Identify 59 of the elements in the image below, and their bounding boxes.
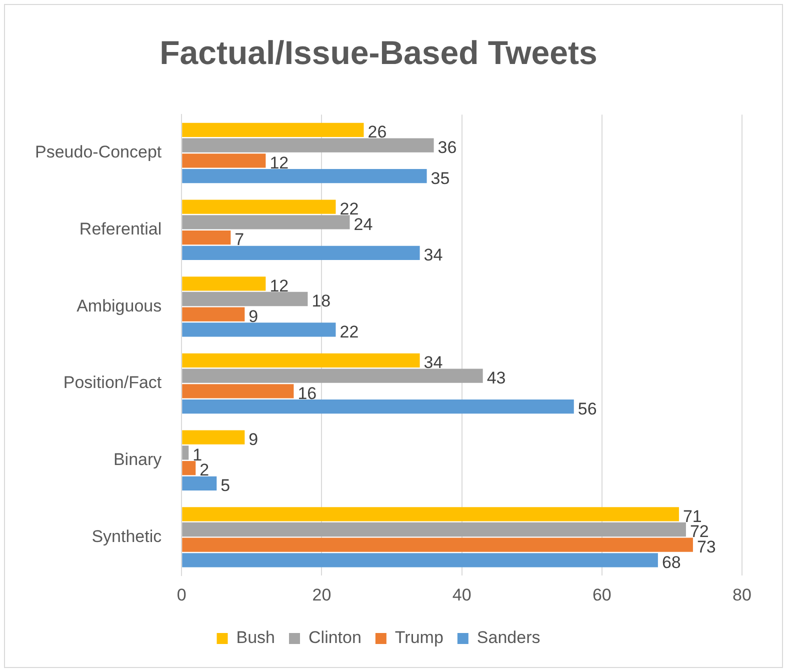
x-tick-label: 0 — [176, 585, 186, 604]
legend-label: Sanders — [476, 628, 540, 648]
y-tick-label: Binary — [113, 450, 162, 470]
data-label: 12 — [270, 276, 289, 296]
y-tick-label: Referential — [79, 220, 162, 239]
bar — [182, 230, 231, 245]
bar — [182, 368, 483, 383]
data-label: 22 — [340, 322, 359, 342]
data-label: 56 — [578, 399, 597, 418]
bar — [182, 507, 679, 522]
bar — [182, 138, 434, 152]
bar — [182, 384, 294, 398]
x-tick-label: 60 — [592, 585, 612, 604]
bar — [182, 460, 196, 476]
data-label: 7 — [234, 230, 244, 250]
bar — [182, 292, 308, 306]
bar — [182, 353, 420, 368]
bar — [182, 154, 266, 168]
legend-label: Bush — [236, 628, 276, 648]
bar — [182, 276, 266, 291]
bar — [182, 322, 336, 337]
data-label: 35 — [430, 168, 450, 188]
chart-title: Factual/Issue-Based Tweets — [160, 34, 598, 71]
bar — [182, 200, 336, 214]
y-tick-label: Ambiguous — [76, 296, 162, 316]
bar — [182, 215, 350, 230]
bar — [182, 522, 686, 537]
bar — [182, 169, 427, 184]
bar — [182, 400, 574, 414]
data-label: 34 — [424, 353, 443, 372]
data-label: 68 — [662, 552, 681, 572]
data-label: 16 — [298, 384, 317, 403]
y-tick-label: Synthetic — [92, 526, 162, 546]
bar — [182, 538, 693, 552]
bar — [182, 430, 245, 444]
data-label: 5 — [220, 476, 230, 496]
legend-label: Trump — [394, 628, 444, 648]
bar — [182, 307, 245, 322]
x-tick-label: 20 — [312, 585, 332, 604]
data-label: 9 — [248, 307, 258, 326]
bar — [182, 476, 217, 490]
x-tick-label: 40 — [452, 585, 472, 604]
y-tick-label: Position/Fact — [63, 373, 162, 392]
bar — [182, 246, 420, 260]
data-label: 43 — [486, 368, 506, 388]
data-label: 18 — [312, 292, 331, 311]
data-label: 12 — [270, 153, 289, 172]
data-label: 2 — [200, 460, 210, 480]
data-label: 26 — [368, 122, 387, 142]
data-label: 1 — [192, 445, 202, 464]
bar — [182, 122, 364, 138]
y-tick-label: Pseudo-Concept — [34, 142, 162, 162]
bar — [182, 446, 189, 460]
bar — [182, 553, 658, 568]
x-tick-label: 80 — [732, 585, 752, 604]
data-label: 9 — [248, 430, 258, 449]
data-label: 36 — [438, 138, 457, 158]
data-label: 34 — [424, 246, 443, 265]
legend-label: Clinton — [308, 628, 362, 648]
